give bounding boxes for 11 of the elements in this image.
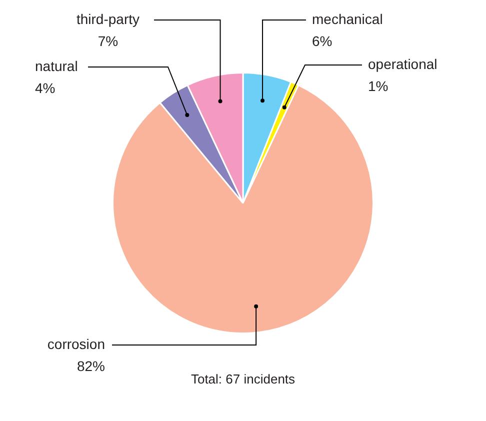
data-label: 1% — [368, 78, 388, 94]
slice-label: natural — [35, 58, 78, 74]
slice-label: mechanical — [312, 10, 383, 27]
data-label: 6% — [312, 32, 332, 49]
slice-label: third-party — [76, 10, 140, 27]
text: Total: 67 incidents — [190, 372, 296, 387]
data-label: 4% — [35, 80, 56, 96]
data-label: 7% — [98, 32, 118, 49]
slice-label: corrosion — [47, 336, 105, 352]
data-label: 82% — [76, 358, 105, 374]
slice-label: operational — [368, 56, 438, 72]
